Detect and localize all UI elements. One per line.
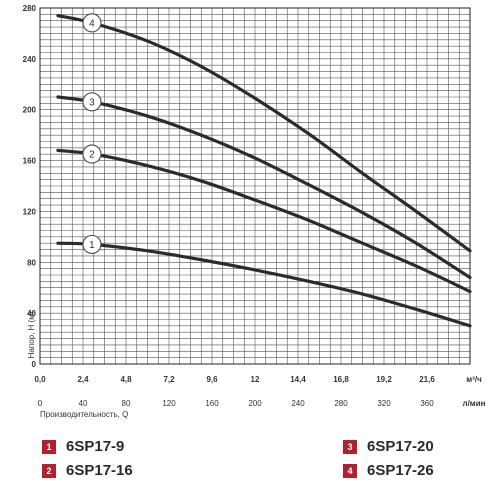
legend-item-3: 3 6SP17-20	[343, 438, 434, 455]
x-tick-label-bottom: 360	[420, 399, 434, 408]
legend-badge: 2	[42, 463, 56, 478]
curve-marker-4	[82, 13, 102, 33]
legend-item-2: 2 6SP17-16	[42, 462, 133, 479]
chart-axes	[39, 7, 471, 365]
y-tick-label: 40	[27, 309, 36, 318]
x-unit-bottom: л/мин	[463, 399, 486, 408]
x-tick-label-top: 16,8	[333, 375, 349, 384]
x-tick-label-bottom: 240	[291, 399, 305, 408]
chart-grid	[39, 7, 471, 365]
curve-series-3	[56, 95, 472, 280]
y-tick-label: 80	[27, 258, 36, 267]
legend-label: 6SP17-20	[367, 438, 434, 455]
curve-series-1	[56, 241, 472, 328]
x-unit-top: м³/ч	[466, 375, 482, 384]
x-tick-label-top: 19,2	[376, 375, 392, 384]
x-tick-label-top: 14,4	[290, 375, 306, 384]
x-tick-label-top: 21,6	[419, 375, 435, 384]
y-tick-label: 200	[23, 106, 37, 115]
curve-series-4	[56, 14, 472, 253]
y-tick-label: 280	[23, 4, 37, 13]
x-tick-label-top: 2,4	[77, 375, 89, 384]
legend-label: 6SP17-26	[367, 462, 434, 479]
x-tick-label-top: 4,8	[120, 375, 132, 384]
y-axis-label: Напор, H (м)	[27, 311, 36, 358]
x-tick-label-top: 0,0	[34, 375, 46, 384]
x-tick-label-top: 9,6	[206, 375, 218, 384]
x-tick-label-bottom: 40	[79, 399, 88, 408]
curve-marker-label-3: 3	[89, 97, 95, 108]
y-tick-label: 120	[23, 207, 37, 216]
chart-curves: 1 2 3 4	[56, 13, 472, 328]
curve-marker-label-4: 4	[89, 18, 95, 29]
legend-item-4: 4 6SP17-26	[343, 462, 434, 479]
x-axis-label: Производительность, Q	[40, 410, 128, 419]
legend-label: 6SP17-9	[66, 438, 125, 455]
legend-label: 6SP17-16	[66, 462, 133, 479]
y-tick-label: 240	[23, 55, 37, 64]
curve-series-2	[56, 148, 472, 294]
curve-marker-1	[82, 234, 102, 255]
x-tick-label-bottom: 80	[122, 399, 131, 408]
curve-marker-label-2: 2	[89, 150, 95, 161]
legend-badge: 3	[343, 439, 357, 454]
x-tick-label-bottom: 320	[377, 399, 391, 408]
curve-marker-label-1: 1	[89, 240, 95, 251]
x-tick-label-bottom: 0	[38, 399, 43, 408]
legend-item-1: 1 6SP17-9	[42, 438, 124, 455]
x-tick-label-top: 7,2	[163, 375, 175, 384]
x-tick-label-bottom: 160	[205, 399, 219, 408]
curve-marker-2	[82, 144, 102, 164]
legend-badge: 4	[343, 463, 357, 478]
plot-frame	[39, 7, 471, 365]
x-tick-label-bottom: 200	[248, 399, 262, 408]
x-tick-label-bottom: 120	[162, 399, 176, 408]
curve-marker-3	[82, 92, 102, 112]
y-tick-label: 0	[32, 360, 37, 369]
y-tick-label: 160	[23, 157, 37, 166]
x-tick-label-top: 12	[251, 375, 260, 384]
legend-badge: 1	[42, 439, 56, 454]
x-tick-label-bottom: 280	[334, 399, 348, 408]
